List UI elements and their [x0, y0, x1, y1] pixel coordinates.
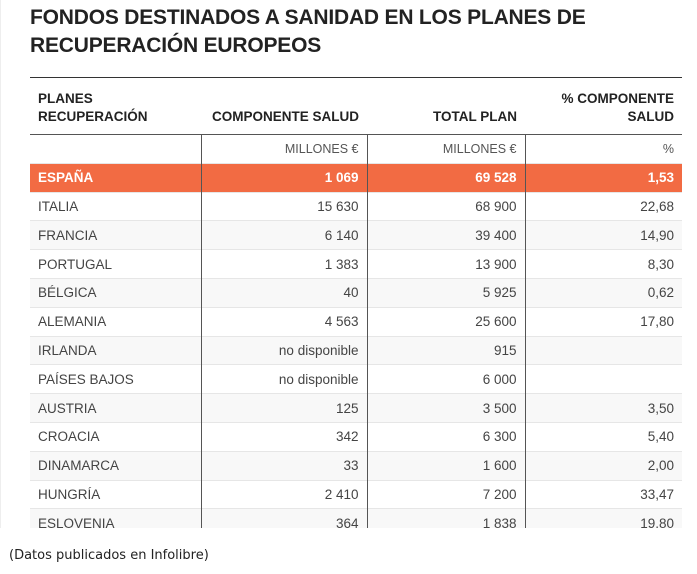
unit-cell: [30, 135, 201, 164]
unit-cell: MILLONES €: [366, 134, 525, 164]
cell-pct-componente: 0,62: [524, 278, 682, 308]
header-componente-salud: COMPONENTE SALUD: [211, 109, 359, 124]
cell-country: PAÍSES BAJOS: [38, 371, 134, 387]
table-row: PAÍSES BAJOS no disponible 6 000: [30, 364, 682, 394]
header-planes: PLANES RECUPERACIÓN: [38, 91, 148, 124]
cell-componente-salud: 15 630: [200, 192, 367, 221]
cell-pct-componente: 14,90: [524, 220, 682, 250]
unit-cell: MILLONES €: [200, 134, 367, 164]
cell-total-plan: 68 900: [366, 192, 525, 221]
cell-total-plan: 915: [366, 336, 525, 365]
table-row: DINAMARCA 33 1 600 2,00: [30, 451, 682, 481]
data-table: PLANES RECUPERACIÓN COMPONENTE SALUD TOT…: [30, 77, 682, 528]
cell-country: IRLANDA: [30, 336, 201, 365]
cell-componente-salud: 1 383: [200, 249, 367, 279]
cell-pct-componente: 2,00: [524, 451, 682, 481]
cell-pct-componente: 3,50: [524, 393, 682, 423]
table-row: BÉLGICA 40 5 925 0,62: [30, 278, 682, 308]
table-row: ALEMANIA 4 563 25 600 17,80: [30, 307, 682, 337]
cell-pct-componente: [524, 336, 682, 365]
cell-country: FRANCIA: [30, 220, 201, 250]
cell-country: ALEMANIA: [38, 314, 107, 330]
cell-pct-componente: [524, 364, 682, 394]
cell-componente-salud: 342: [200, 422, 367, 452]
cell-componente-salud: 33: [200, 451, 367, 481]
cell-pct-componente: 22,68: [524, 192, 682, 221]
cell-componente-salud: 125: [200, 393, 367, 423]
cell-pct-componente: 8,30: [524, 249, 682, 279]
cell-country: BÉLGICA: [30, 278, 201, 308]
cell-componente-salud: 2 410: [200, 480, 367, 509]
cell-country: HUNGRÍA: [38, 486, 101, 502]
cell-componente-salud: 4 563: [200, 307, 367, 337]
unit-cell: %: [524, 134, 682, 164]
cell-componente-salud: 364: [200, 508, 367, 528]
cell-country: PORTUGAL: [38, 256, 113, 272]
header-total-plan: TOTAL PLAN: [433, 109, 517, 124]
table-row: ITALIA 15 630 68 900 22,68: [30, 192, 682, 221]
cell-pct-componente: 19,80: [524, 508, 682, 528]
cell-total-plan: 69 528: [366, 163, 525, 193]
cell-total-plan: 6 300: [366, 422, 525, 452]
cell-country: CROACIA: [38, 429, 100, 445]
cell-pct-componente: 1,53: [524, 163, 682, 193]
cell-total-plan: 7 200: [366, 480, 525, 509]
table-row: FRANCIA 6 140 39 400 14,90: [30, 220, 682, 250]
header-pct-componente: % COMPONENTE SALUD: [561, 91, 674, 124]
table-row: IRLANDA no disponible 915: [30, 336, 682, 365]
cell-pct-componente: 17,80: [524, 307, 682, 337]
cell-componente-salud: 1 069: [200, 163, 367, 193]
cell-total-plan: 3 500: [366, 393, 525, 423]
table-row-highlighted: ESPAÑA 1 069 69 528 1,53: [30, 163, 682, 193]
cell-total-plan: 1 838: [366, 508, 525, 528]
cell-total-plan: 6 000: [366, 364, 525, 394]
table-row: HUNGRÍA 2 410 7 200 33,47: [30, 480, 682, 509]
cell-country: ESLOVENIA: [30, 508, 201, 528]
cell-componente-salud: no disponible: [200, 336, 367, 365]
cell-country: DINAMARCA: [30, 451, 201, 481]
cell-pct-componente: 5,40: [524, 422, 682, 452]
cell-country: ESPAÑA: [30, 163, 201, 193]
cell-pct-componente: 33,47: [524, 480, 682, 509]
table-card: FONDOS DESTINADOS A SANIDAD EN LOS PLANE…: [0, 0, 682, 528]
cell-total-plan: 13 900: [366, 249, 525, 279]
table-row: CROACIA 342 6 300 5,40: [30, 422, 682, 452]
cell-total-plan: 39 400: [366, 220, 525, 250]
table-row: ESLOVENIA 364 1 838 19,80: [30, 508, 682, 528]
table-row: PORTUGAL 1 383 13 900 8,30: [30, 249, 682, 279]
units-row: MILLONES € MILLONES € %: [30, 134, 682, 164]
cell-componente-salud: no disponible: [200, 364, 367, 394]
cell-country: AUSTRIA: [30, 393, 201, 423]
cell-componente-salud: 6 140: [200, 220, 367, 250]
cell-total-plan: 25 600: [366, 307, 525, 337]
cell-country: ITALIA: [38, 198, 79, 214]
page-title: FONDOS DESTINADOS A SANIDAD EN LOS PLANE…: [30, 6, 586, 57]
table-row: AUSTRIA 125 3 500 3,50: [30, 393, 682, 423]
cell-total-plan: 5 925: [366, 278, 525, 308]
cell-total-plan: 1 600: [366, 451, 525, 481]
cell-componente-salud: 40: [200, 278, 367, 308]
source-caption: (Datos publicados en Infolibre): [9, 548, 209, 563]
